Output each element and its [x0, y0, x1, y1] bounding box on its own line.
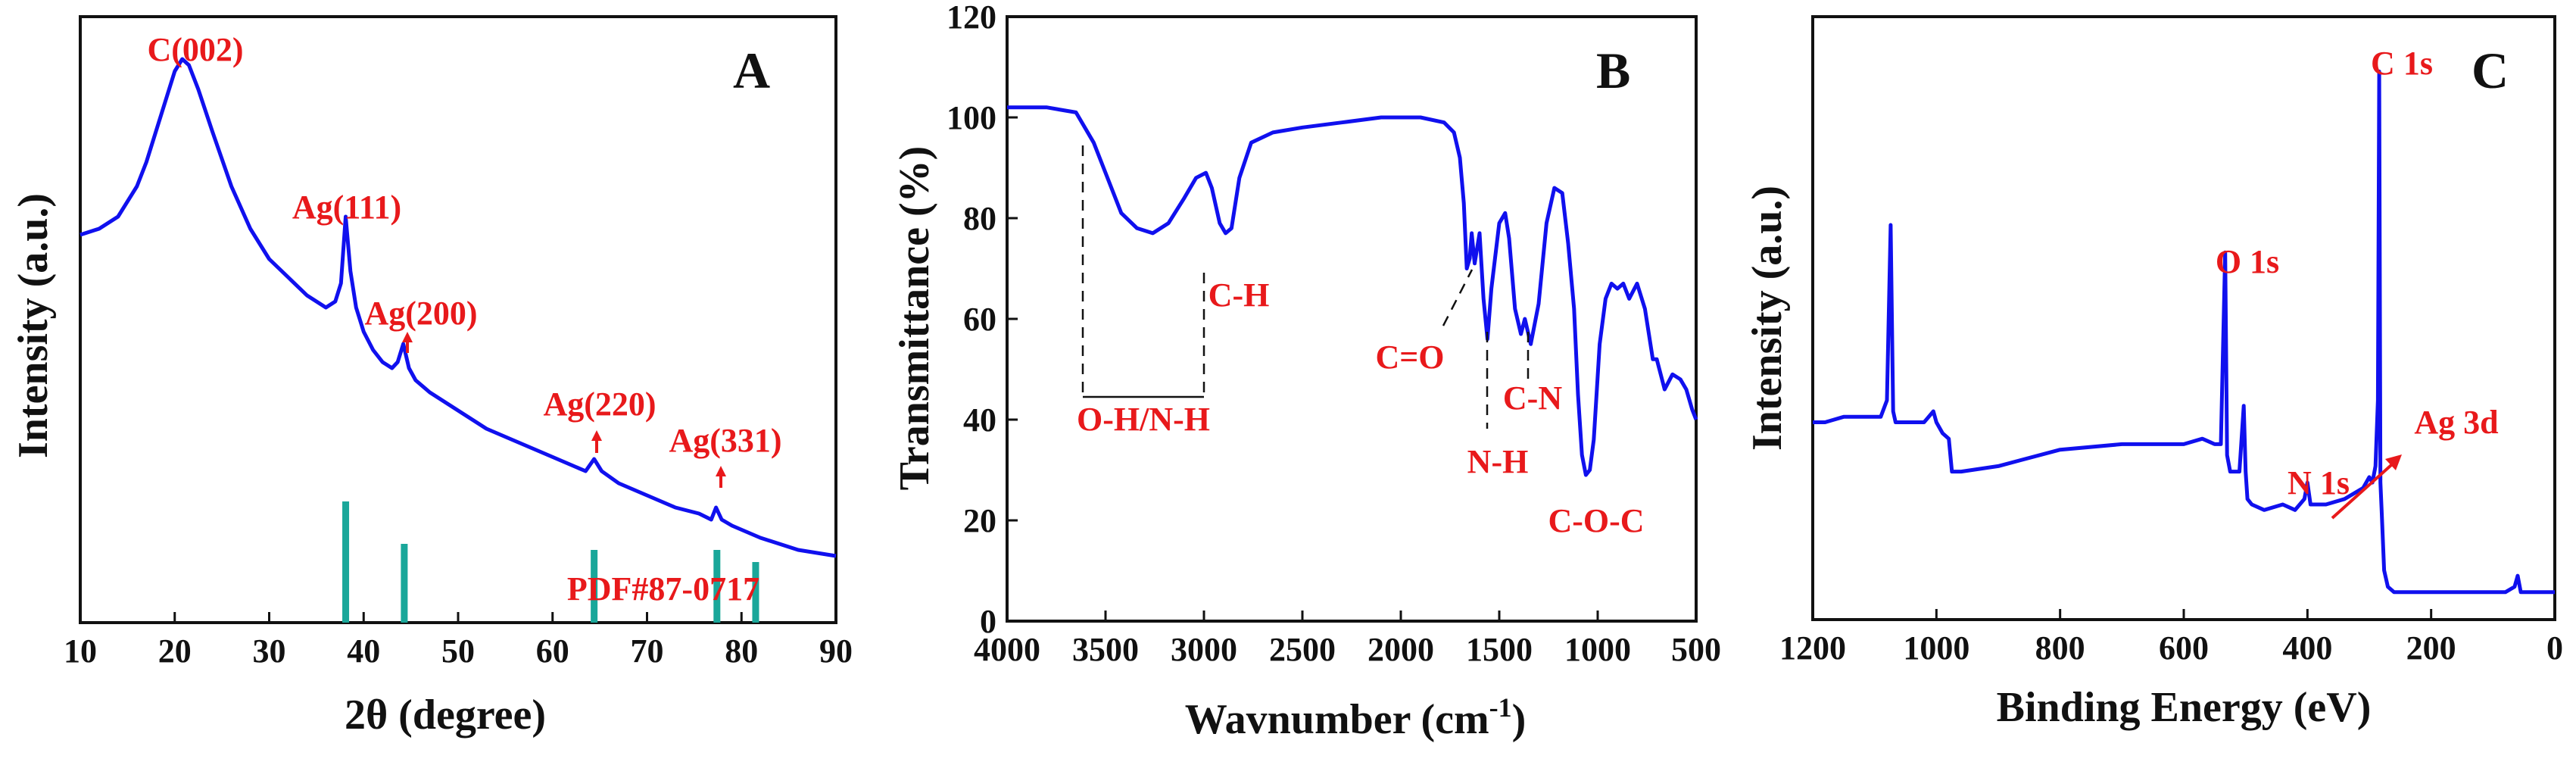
panel-c-xtick-label: 800: [2035, 629, 2085, 667]
panel-a-xtick-label: 60: [536, 632, 569, 670]
arrow-ag3d-head: [2385, 454, 2402, 470]
label-c002: C(002): [147, 31, 243, 68]
panel-b-ytick-label: 80: [963, 200, 996, 237]
panel-c-letter: C: [2472, 42, 2509, 99]
panel-b-xtick-label: 1000: [1564, 631, 1631, 668]
panel-b-letter: B: [1596, 42, 1630, 99]
label-ag111: Ag(111): [292, 189, 401, 226]
panel-a-xrd: 10 20 30 40 50 60 70 80 90 A 2θ (degree) Intensi…: [10, 15, 853, 739]
panel-b-xtick-label: 3000: [1171, 631, 1237, 668]
panel-b-ytick-label: 20: [963, 502, 996, 539]
panel-b-ytick-label: 120: [947, 0, 996, 36]
panel-b-xlabel-sup: -1: [1489, 692, 1512, 723]
label-o1s: O 1s: [2216, 243, 2279, 280]
label-co: C=O: [1375, 339, 1444, 376]
label-c1s: C 1s: [2371, 45, 2433, 82]
panel-b-xlabel: Wavnumber (cm-1): [1185, 692, 1527, 743]
panel-b-xtick-label: 1500: [1466, 631, 1533, 668]
panel-b-ytick-label: 100: [947, 99, 996, 136]
panel-a-xtick-label: 70: [631, 632, 664, 670]
panel-a-xtick-label: 90: [819, 632, 853, 670]
panel-b-xtick-label: 500: [1671, 631, 1721, 668]
arrow-ag220-head: [591, 430, 602, 441]
label-pdf-card: PDF#87-0717: [567, 570, 759, 607]
panel-c-xtick-label: 0: [2546, 629, 2563, 667]
panel-b-ftir: 4000 3500 3000 2500 2000 1500 1000 500 0 20 40 60 8…: [891, 0, 1721, 743]
panel-a-xtick-label: 80: [725, 632, 758, 670]
label-nh: N-H: [1467, 443, 1529, 480]
xps-series-line: [1813, 69, 2555, 595]
pdf-reference-lines: [342, 501, 759, 623]
label-ag3d: Ag 3d: [2414, 404, 2498, 441]
panel-c-xtick-label: 1000: [1903, 629, 1969, 667]
label-ag331: Ag(331): [669, 422, 781, 459]
ftir-series-line: [1007, 105, 1698, 477]
label-coc: C-O-C: [1548, 502, 1644, 539]
panel-b-xtick-label: 2000: [1368, 631, 1434, 668]
arrow-ag3d: [2331, 464, 2393, 520]
panel-a-xtick-label: 30: [253, 632, 286, 670]
xrd-series-line: [80, 57, 837, 558]
panel-c-ylabel: Intensity (a.u.): [1744, 186, 1791, 451]
panel-c-xtick-label: 400: [2282, 629, 2332, 667]
panel-c-xtick-label: 200: [2406, 629, 2456, 667]
panel-a-letter: A: [733, 42, 770, 99]
panel-b-ytick-label: 40: [963, 401, 996, 439]
label-n1s: N 1s: [2288, 464, 2350, 501]
label-oh-nh: O-H/N-H: [1077, 401, 1210, 438]
panel-b-xtick-label: 2500: [1269, 631, 1336, 668]
panel-a-xtick-label: 40: [347, 632, 380, 670]
arrow-ag200-head: [402, 332, 413, 342]
panel-a-xtick-label: 50: [441, 632, 475, 670]
panel-c-xtick-label: 1200: [1779, 629, 1846, 667]
arrow-ag331-head: [716, 466, 726, 476]
label-ag220: Ag(220): [543, 386, 656, 423]
panel-b-ytick-label: 0: [980, 603, 996, 640]
panel-c-xps: 1200 1000 800 600 400 200 0 C Binding Energy (…: [1744, 15, 2563, 731]
panel-b-xtick-label: 4000: [974, 631, 1040, 668]
panel-b-xlabel-close: ): [1512, 696, 1527, 743]
panel-b-ylabel: Transmittance (%): [891, 146, 938, 491]
label-cn: C-N: [1503, 379, 1562, 417]
panel-a-ylabel: Intensity (a.u.): [10, 193, 57, 458]
panel-a-xlabel: 2θ (degree): [345, 692, 546, 739]
co-dash: [1442, 269, 1474, 326]
panel-c-xtick-label: 600: [2159, 629, 2209, 667]
panel-a-xtick-label: 20: [158, 632, 192, 670]
label-ag200: Ag(200): [364, 295, 477, 332]
panel-b-ytick-label: 60: [963, 301, 996, 338]
panel-c-frame: [1811, 15, 2556, 621]
panel-b-xlabel-main: Wavnumber (cm: [1185, 696, 1489, 743]
panel-a-xtick-label: 10: [64, 632, 97, 670]
panel-b-xtick-label: 3500: [1072, 631, 1139, 668]
panel-c-xlabel: Binding Energy (eV): [1997, 684, 2372, 731]
label-ch: C-H: [1208, 276, 1270, 314]
